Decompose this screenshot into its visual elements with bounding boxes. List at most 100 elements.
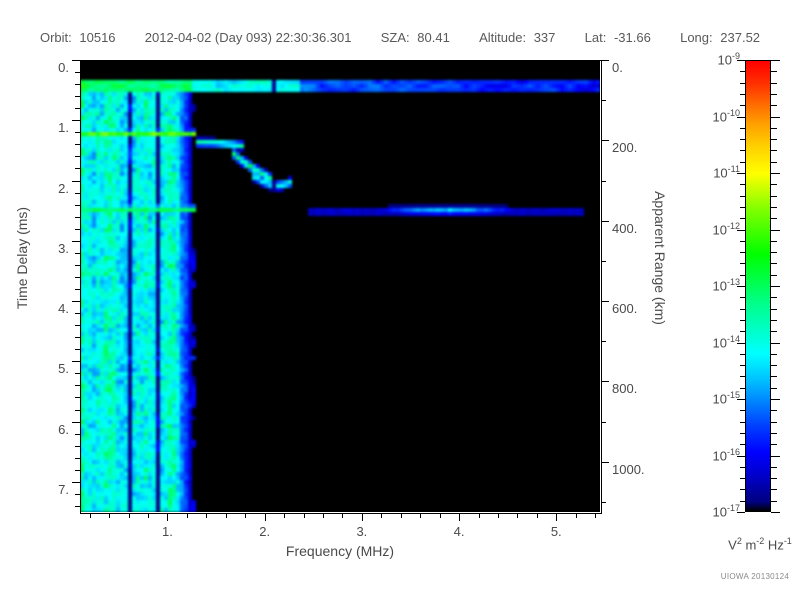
time-delay-tick bbox=[75, 469, 80, 471]
colorbar-minor-tick bbox=[740, 105, 745, 107]
time-delay-tick-label: 3. bbox=[58, 240, 69, 256]
colorbar-minor-tick bbox=[771, 252, 777, 254]
colorbar-minor-tick bbox=[771, 218, 777, 220]
colorbar-minor-tick bbox=[771, 421, 777, 423]
colorbar-minor-tick bbox=[771, 105, 777, 107]
time-delay-tick-label: 6. bbox=[58, 421, 69, 437]
time-delay-tick bbox=[75, 84, 80, 86]
colorbar-tick-label: 10-14 bbox=[712, 333, 740, 350]
longitude-label: Long: bbox=[680, 30, 713, 45]
apparent-range-tick bbox=[601, 301, 609, 303]
time-delay-tick bbox=[75, 433, 80, 435]
frequency-tick bbox=[128, 513, 130, 518]
time-delay-tick bbox=[75, 289, 80, 290]
colorbar-tick bbox=[737, 229, 745, 231]
colorbar-minor-tick bbox=[740, 500, 745, 502]
colorbar-minor-tick bbox=[771, 444, 777, 446]
frequency-axis-label: Frequency (MHz) bbox=[285, 543, 395, 559]
apparent-range-tick bbox=[601, 180, 606, 182]
time-delay-tick bbox=[72, 481, 80, 483]
time-delay-tick bbox=[75, 144, 80, 146]
colorbar-minor-tick bbox=[771, 500, 777, 502]
time-delay-tick bbox=[72, 240, 80, 242]
spectrogram-canvas bbox=[80, 60, 600, 512]
colorbar-minor-tick bbox=[740, 139, 745, 141]
colorbar-minor-tick bbox=[771, 353, 777, 355]
time-delay-tick bbox=[75, 132, 80, 134]
colorbar-tick bbox=[737, 116, 745, 118]
colorbar-tick-label: 10-11 bbox=[713, 164, 740, 181]
frequency-tick-label: 2. bbox=[259, 524, 271, 539]
time-delay-tick bbox=[75, 216, 80, 218]
colorbar-minor-tick bbox=[771, 150, 777, 152]
datetime-value: 2012-04-02 (Day 093) 22:30:36.301 bbox=[144, 30, 352, 45]
apparent-range-tick bbox=[601, 341, 606, 343]
time-delay-tick bbox=[75, 505, 80, 507]
time-delay-tick bbox=[75, 349, 80, 351]
colorbar-minor-tick bbox=[740, 195, 745, 197]
frequency-tick bbox=[284, 513, 286, 518]
frequency-tick bbox=[167, 513, 169, 521]
apparent-range-tick-label: 200. bbox=[612, 140, 638, 156]
frequency-tick bbox=[536, 513, 538, 518]
frequency-tick bbox=[459, 513, 461, 521]
colorbar-tick-label: 10-16 bbox=[712, 446, 740, 463]
colorbar-minor-tick bbox=[771, 263, 777, 265]
colorbar-minor-tick bbox=[771, 410, 777, 412]
colorbar-tick bbox=[771, 173, 780, 174]
longitude-value: 237.52 bbox=[720, 30, 761, 45]
colorbar-tick bbox=[771, 286, 780, 287]
colorbar-minor-tick bbox=[740, 82, 745, 84]
frequency-tick bbox=[342, 513, 344, 518]
credit-text: UIOWA 20130124 bbox=[720, 572, 790, 581]
colorbar-tick bbox=[771, 455, 780, 457]
colorbar-minor-tick bbox=[771, 71, 777, 73]
time-delay-tick bbox=[75, 313, 80, 315]
apparent-range-tick bbox=[601, 220, 609, 222]
time-delay-tick bbox=[75, 264, 80, 266]
colorbar-minor-tick bbox=[740, 466, 745, 468]
frequency-tick bbox=[206, 513, 208, 518]
colorbar-tick bbox=[771, 512, 780, 513]
colorbar-minor-tick bbox=[740, 93, 745, 95]
time-delay-axis bbox=[0, 0, 80, 600]
colorbar-minor-tick bbox=[771, 82, 777, 84]
colorbar-minor-tick bbox=[740, 489, 745, 491]
frequency-tick bbox=[439, 513, 441, 518]
colorbar-minor-tick bbox=[740, 308, 745, 310]
apparent-range-tick bbox=[601, 501, 606, 503]
frequency-tick bbox=[303, 513, 305, 518]
colorbar-minor-tick bbox=[740, 478, 745, 480]
colorbar-minor-tick bbox=[740, 71, 745, 73]
colorbar-minor-tick bbox=[740, 240, 745, 242]
frequency-tick bbox=[361, 513, 363, 521]
frequency-tick bbox=[420, 513, 422, 518]
time-delay-tick-label: 1. bbox=[58, 120, 69, 136]
frequency-tick bbox=[89, 513, 91, 518]
colorbar-minor-tick bbox=[740, 127, 745, 129]
time-delay-tick bbox=[75, 493, 80, 495]
frequency-tick bbox=[225, 513, 227, 518]
time-delay-tick bbox=[72, 180, 80, 182]
colorbar-minor-tick bbox=[740, 252, 745, 254]
frequency-tick bbox=[245, 513, 247, 518]
colorbar-minor-tick bbox=[740, 410, 745, 412]
apparent-range-tick bbox=[601, 60, 609, 61]
time-delay-tick-label: 2. bbox=[58, 180, 69, 196]
colorbar-minor-tick bbox=[740, 365, 745, 367]
frequency-tick bbox=[322, 513, 324, 518]
colorbar-minor-tick bbox=[771, 127, 777, 129]
time-delay-tick bbox=[75, 385, 80, 387]
colorbar-minor-tick bbox=[771, 432, 777, 434]
ionogram-plot-area bbox=[80, 60, 600, 512]
time-delay-tick bbox=[72, 421, 80, 423]
colorbar-minor-tick bbox=[771, 240, 777, 242]
colorbar-minor-tick bbox=[740, 161, 745, 163]
colorbar-minor-tick bbox=[771, 319, 777, 321]
colorbar-minor-tick bbox=[740, 376, 745, 378]
time-delay-tick-label: 4. bbox=[58, 301, 69, 317]
time-delay-tick bbox=[75, 457, 80, 459]
apparent-range-tick bbox=[601, 421, 606, 423]
colorbar-minor-tick bbox=[771, 297, 777, 299]
apparent-range-axis-label: Apparent Range (km) bbox=[652, 191, 668, 325]
